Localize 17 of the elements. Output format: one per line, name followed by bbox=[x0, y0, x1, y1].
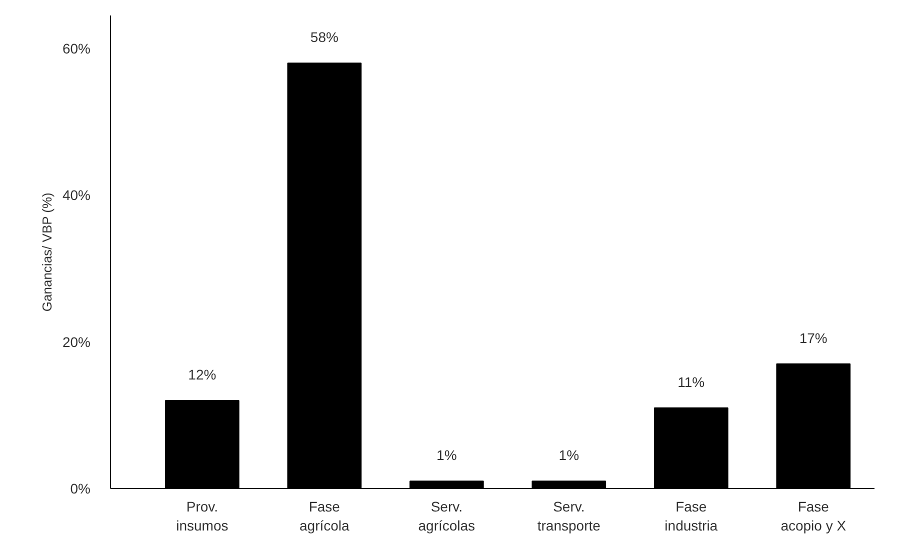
x-tick-label: Serv. agrícolas bbox=[418, 498, 476, 534]
y-tick-label: 20% bbox=[62, 334, 91, 350]
x-tick-label: Fase industria bbox=[664, 498, 718, 534]
x-tick-label: Prov. insumos bbox=[176, 498, 228, 534]
y-tick-label: 0% bbox=[70, 480, 90, 496]
y-tick-label: 40% bbox=[62, 187, 91, 204]
data-label: 58% bbox=[310, 29, 338, 46]
x-tick-label: Fase acopio y X bbox=[780, 498, 847, 534]
data-label: 11% bbox=[678, 374, 705, 390]
x-tick-label: Fase agrícola bbox=[300, 498, 350, 534]
x-tick-label: Serv. transporte bbox=[537, 498, 601, 534]
y-axis-title: Ganancias/ VBP (%) bbox=[39, 192, 54, 312]
data-label: 12% bbox=[188, 366, 216, 382]
data-label: 17% bbox=[799, 330, 828, 346]
y-tick-label: 60% bbox=[62, 40, 91, 56]
data-label: 1% bbox=[436, 447, 457, 464]
data-label: 1% bbox=[558, 447, 580, 464]
